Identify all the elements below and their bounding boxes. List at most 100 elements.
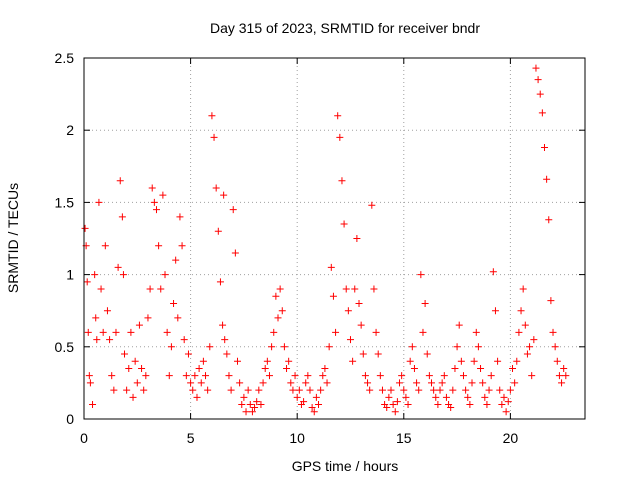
data-point xyxy=(317,386,325,394)
data-point xyxy=(125,364,133,372)
data-point xyxy=(387,386,395,394)
data-point xyxy=(370,285,378,293)
data-point xyxy=(304,372,312,380)
data-point xyxy=(389,401,397,409)
data-point xyxy=(391,408,399,416)
data-point xyxy=(413,379,421,387)
data-point xyxy=(97,285,105,293)
data-point xyxy=(242,408,250,416)
data-point xyxy=(364,379,372,387)
data-point xyxy=(487,372,495,380)
data-point xyxy=(140,386,148,394)
data-point xyxy=(547,297,555,305)
data-point xyxy=(383,403,391,411)
data-point xyxy=(302,379,310,387)
data-point xyxy=(212,184,220,192)
data-point xyxy=(338,177,346,185)
data-point xyxy=(114,263,122,271)
data-point xyxy=(216,278,224,286)
data-point xyxy=(511,379,519,387)
chart-title: Day 315 of 2023, SRMTID for receiver bnd… xyxy=(210,20,480,36)
data-point xyxy=(332,328,340,336)
data-point xyxy=(150,198,158,206)
data-point xyxy=(355,299,363,307)
data-point xyxy=(506,386,514,394)
data-point xyxy=(167,343,175,351)
data-point xyxy=(515,328,523,336)
x-tick-label: 0 xyxy=(80,430,88,446)
data-point xyxy=(259,379,267,387)
data-point xyxy=(489,268,497,276)
y-tick-label: 0 xyxy=(66,411,74,427)
data-point xyxy=(400,386,408,394)
data-point xyxy=(481,393,489,401)
data-point xyxy=(184,350,192,358)
data-point xyxy=(255,386,263,394)
data-point xyxy=(319,372,327,380)
data-point xyxy=(436,386,444,394)
data-point xyxy=(526,343,534,351)
data-point xyxy=(142,372,150,380)
data-point xyxy=(220,191,228,199)
data-point xyxy=(229,206,237,214)
data-point xyxy=(189,386,197,394)
x-axis-label: GPS time / hours xyxy=(292,458,399,474)
data-point xyxy=(521,321,529,329)
data-point xyxy=(536,90,544,98)
data-point xyxy=(494,357,502,365)
data-point xyxy=(455,321,463,329)
data-point xyxy=(334,112,342,120)
data-point xyxy=(165,372,173,380)
data-point xyxy=(513,357,521,365)
data-point xyxy=(502,408,510,416)
data-point xyxy=(289,386,297,394)
data-point xyxy=(327,263,335,271)
data-point xyxy=(560,364,568,372)
data-point xyxy=(312,393,320,401)
data-point xyxy=(474,343,482,351)
data-point xyxy=(353,235,361,242)
data-point xyxy=(225,372,233,380)
data-point xyxy=(329,292,337,300)
data-point xyxy=(202,372,210,380)
data-point xyxy=(214,227,222,235)
data-point xyxy=(244,386,252,394)
data-point xyxy=(182,372,190,380)
data-point xyxy=(457,357,465,365)
y-tick-label: 2 xyxy=(66,122,74,138)
data-point xyxy=(421,299,429,307)
data-point xyxy=(157,285,165,293)
data-point xyxy=(123,386,131,394)
data-point xyxy=(532,64,540,72)
data-point xyxy=(374,350,382,358)
y-tick-label: 0.5 xyxy=(55,339,75,355)
data-point xyxy=(144,314,152,322)
x-tick-label: 5 xyxy=(187,430,195,446)
data-point xyxy=(263,357,271,365)
data-point xyxy=(163,328,171,336)
data-point xyxy=(472,328,480,336)
data-point xyxy=(272,292,280,300)
data-point xyxy=(178,242,186,250)
data-point xyxy=(553,357,561,365)
data-points xyxy=(81,64,570,416)
data-point xyxy=(152,206,160,214)
data-point xyxy=(133,379,141,387)
data-point xyxy=(110,386,118,394)
data-point xyxy=(176,213,184,221)
data-point xyxy=(287,379,295,387)
data-point xyxy=(278,307,286,315)
data-point xyxy=(308,403,316,411)
data-point xyxy=(498,401,506,409)
data-point xyxy=(270,328,278,336)
data-point xyxy=(208,112,216,120)
data-point xyxy=(342,285,350,293)
data-point xyxy=(253,398,261,406)
y-tick-label: 1 xyxy=(66,267,74,283)
data-point xyxy=(197,379,205,387)
data-point xyxy=(129,393,137,401)
data-point xyxy=(540,144,548,152)
data-point xyxy=(534,76,542,84)
data-point xyxy=(491,307,499,315)
